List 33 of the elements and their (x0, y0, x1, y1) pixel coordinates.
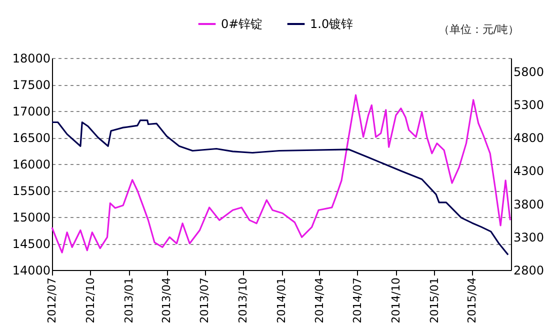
text: （单位：元/吨） (438, 22, 519, 37)
line-series (51, 119, 509, 256)
x-tick-label: 2014/04 (312, 278, 326, 324)
x-tick-label: 2012/10 (84, 278, 97, 324)
x-tick-label: 2015/01 (428, 278, 441, 324)
y2-tick-label: 5300 (514, 98, 544, 112)
x-tick-label: 2013/01 (122, 278, 136, 324)
y-tick-label: 17500 (12, 78, 50, 92)
y2-tick-label: 5800 (514, 64, 544, 79)
x-tick-label: 2013/07 (198, 278, 212, 324)
x-tick-label: 2012/07 (46, 278, 58, 324)
y-tick-label: 15000 (12, 210, 50, 224)
legend-label: 0#锌锭 (221, 17, 263, 31)
y-tick-label: 14500 (12, 237, 50, 251)
x-tick-label: 2015/04 (466, 278, 479, 324)
y2-tick-label: 3300 (514, 230, 544, 244)
x-tick-label: 2014/07 (350, 278, 364, 324)
y-tick-label: 18000 (12, 52, 50, 66)
y2-tick-label: 4800 (514, 131, 544, 145)
legend-label: 1.0镀锌 (310, 17, 354, 31)
x-tick-label: 2013/04 (160, 278, 174, 324)
x-tick-label: 2013/10 (236, 278, 250, 324)
y-tick-label: 16000 (12, 158, 50, 172)
y-tick-label: 15500 (12, 184, 50, 198)
y2-tick-label: 3800 (514, 197, 544, 212)
y-tick-label: 14000 (12, 264, 50, 278)
x-tick-label: 2014/10 (389, 278, 402, 324)
y2-tick-label: 2800 (514, 264, 544, 278)
line-series (51, 94, 511, 254)
y-tick-label: 17000 (12, 104, 50, 118)
y2-tick-label: 4300 (514, 164, 544, 178)
y-tick-label: 16500 (12, 131, 50, 145)
x-tick-label: 2014/01 (275, 278, 288, 324)
